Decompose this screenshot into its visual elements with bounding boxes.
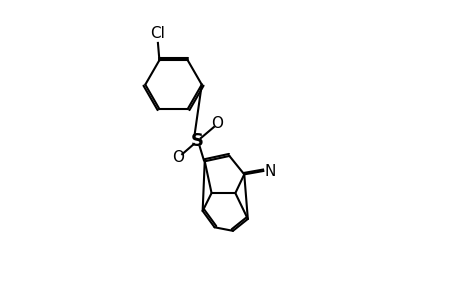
Text: N: N [264, 164, 275, 178]
Text: O: O [172, 150, 184, 165]
Text: Cl: Cl [150, 26, 165, 41]
Text: S: S [190, 132, 203, 150]
Text: O: O [211, 116, 223, 131]
